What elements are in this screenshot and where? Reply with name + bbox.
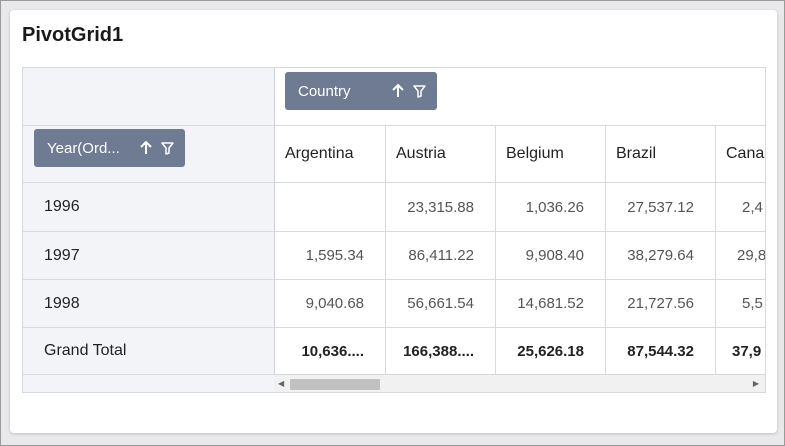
column-header-belgium[interactable]: Belgium	[506, 145, 564, 162]
table-cell: 27,537.12	[627, 198, 694, 216]
grid-line	[605, 125, 606, 374]
filter-icon[interactable]	[413, 84, 426, 98]
grid-line	[23, 279, 765, 280]
table-cell: 2,4	[742, 198, 763, 216]
table-cell: 14,681.52	[517, 295, 584, 312]
row-header-1998[interactable]: 1998	[44, 294, 80, 312]
table-cell: 56,661.54	[407, 295, 474, 312]
grand-total-cell: 25,626.18	[517, 342, 584, 360]
grand-total-cell: 87,544.32	[627, 342, 694, 360]
arrow-up-icon[interactable]	[391, 84, 405, 98]
triangle-right-icon[interactable]: ▶	[752, 379, 759, 388]
column-header-austria[interactable]: Austria	[396, 145, 446, 162]
horizontal-scrollbar[interactable]: ◀ ▶	[274, 374, 765, 392]
grid-line	[23, 327, 765, 328]
table-cell: 23,315.88	[407, 198, 474, 216]
column-header-argentina[interactable]: Argentina	[285, 145, 354, 162]
scrollbar-thumb[interactable]	[290, 379, 380, 390]
grid-line	[23, 182, 765, 183]
row-header-1997[interactable]: 1997	[44, 246, 80, 264]
table-cell: 1,595.34	[305, 247, 364, 264]
grid-line	[495, 125, 496, 374]
table-cell	[275, 183, 385, 231]
row-field-chip[interactable]: Year(Ord...	[34, 129, 185, 167]
row-header-panel	[23, 68, 275, 374]
grand-total-cell: 166,388....	[403, 342, 474, 360]
grid-line	[715, 125, 716, 374]
grid-line	[23, 231, 765, 232]
grid-line	[23, 125, 765, 126]
grand-total-cell: 37,9	[732, 342, 762, 360]
page-title: PivotGrid1	[22, 24, 124, 46]
arrow-up-icon[interactable]	[139, 141, 153, 155]
scrollbar-corner	[23, 374, 274, 392]
pivot-grid: Country Year(Ord...	[22, 67, 766, 393]
column-header-brazil[interactable]: Brazil	[616, 145, 657, 162]
table-cell: 21,727.56	[627, 295, 694, 312]
column-header-canada[interactable]: Canac	[726, 145, 765, 162]
table-cell: 29,8	[737, 247, 765, 264]
column-field-label: Country	[298, 82, 351, 100]
filter-icon[interactable]	[161, 141, 174, 155]
column-field-chip[interactable]: Country	[285, 72, 437, 110]
row-header-1996[interactable]: 1996	[44, 198, 80, 215]
table-cell: 5,5	[742, 295, 763, 312]
pivot-card: PivotGrid1 Country	[10, 10, 777, 433]
table-cell: 9,040.68	[305, 295, 364, 312]
triangle-left-icon[interactable]: ◀	[278, 379, 285, 388]
grand-total-cell: 10,636....	[301, 342, 364, 360]
table-cell: 38,279.64	[627, 247, 694, 264]
row-field-label: Year(Ord...	[47, 139, 120, 157]
grid-line	[385, 125, 386, 374]
table-cell: 86,411.22	[408, 247, 474, 264]
table-cell: 1,036.26	[525, 198, 584, 216]
table-cell: 9,908.40	[525, 247, 584, 264]
row-header-grand-total[interactable]: Grand Total	[44, 342, 127, 359]
